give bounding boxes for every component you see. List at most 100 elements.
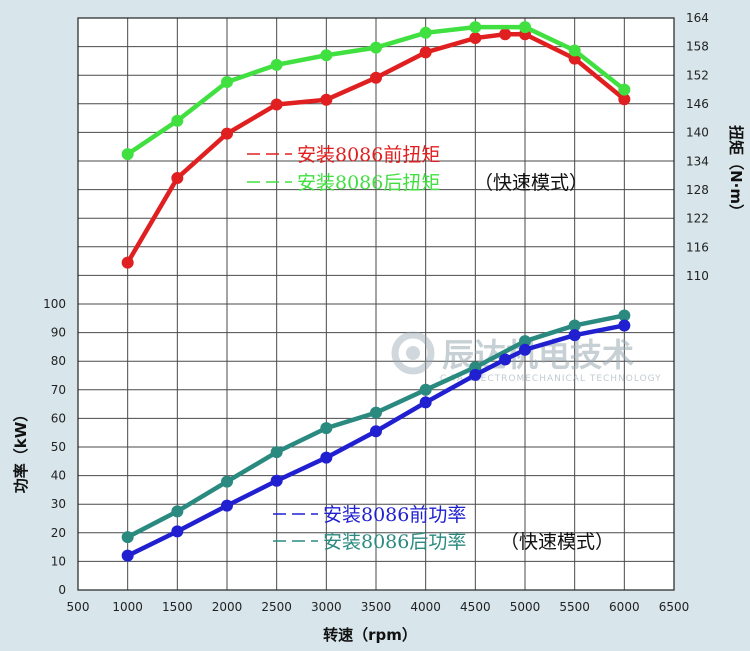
torque-tick-label: 134 — [686, 154, 709, 168]
x-tick-label: 1500 — [162, 600, 193, 614]
power-tick-label: 40 — [51, 469, 66, 483]
plot-border — [77, 17, 675, 591]
data-point-torque-before — [221, 127, 233, 140]
data-point-power-before — [519, 343, 531, 356]
data-point-power-after — [519, 335, 531, 348]
power-tick-label: 20 — [51, 526, 66, 540]
data-point-torque-after — [270, 58, 283, 71]
x-tick-label: 2000 — [212, 600, 243, 614]
x-tick-label: 4000 — [410, 600, 441, 614]
data-point-torque-before — [320, 93, 333, 106]
data-point-power-after — [568, 319, 581, 332]
data-point-torque-before — [618, 93, 631, 106]
power-tick-label: 80 — [51, 354, 66, 368]
data-point-power-before — [221, 499, 233, 512]
data-point-torque-after — [469, 21, 482, 34]
x-axis-label: 转速（rpm） — [323, 626, 417, 644]
series-line-torque-before — [125, 31, 626, 264]
x-tick-label: 3500 — [361, 600, 392, 614]
torque-tick-label: 164 — [686, 11, 709, 25]
torque-tick-label: 110 — [686, 269, 709, 283]
data-point-power-after — [320, 422, 333, 435]
data-point-power-after — [270, 446, 283, 459]
data-point-torque-before — [370, 71, 382, 84]
power-tick-label: 50 — [51, 440, 66, 454]
data-point-torque-after — [419, 26, 432, 39]
torque-tick-label: 128 — [686, 183, 709, 197]
data-point-power-after — [419, 383, 432, 396]
power-legend: 安装8086前功率 安装8086后功率 （快速模式） — [273, 504, 614, 553]
power-axis-label: 功率（kW） — [12, 407, 30, 494]
grid-lines — [77, 17, 675, 591]
watermark-subtitle: C TA ELECTROMECHANICAL TECHNOLOGY — [440, 374, 662, 384]
legend-note-torque-after: （快速模式） — [474, 172, 588, 194]
data-point-power-before — [270, 474, 283, 487]
series-line-power-before — [126, 323, 625, 558]
torque-tick-label: 140 — [686, 126, 709, 140]
x-tick-label: 5000 — [510, 600, 541, 614]
data-point-power-after — [370, 406, 382, 419]
data-point-torque-before — [499, 28, 512, 41]
power-tick-label: 10 — [51, 554, 66, 568]
power-tick-label: 70 — [51, 383, 66, 397]
torque-tick-label: 116 — [686, 240, 709, 254]
torque-tick-label: 152 — [686, 68, 709, 82]
x-tick-label: 1000 — [112, 600, 143, 614]
torque-tick-label: 158 — [686, 40, 709, 54]
legend-label-power-after: 安装8086后功率 — [323, 531, 466, 553]
x-tick-label: 6500 — [659, 600, 690, 614]
watermark-gear-icon — [391, 331, 435, 375]
x-tick-label: 4500 — [460, 600, 491, 614]
data-point-torque-after — [121, 148, 134, 161]
series-layer — [121, 21, 631, 562]
data-point-torque-before — [270, 98, 283, 111]
data-point-power-before — [568, 329, 581, 342]
legend-note-power-after: （快速模式） — [500, 531, 614, 553]
torque-axis-label: 扭矩（N·m） — [727, 125, 745, 219]
x-tick-label: 6000 — [609, 600, 640, 614]
series-power-before — [121, 319, 631, 562]
legend-label-torque-after: 安装8086后扭矩 — [297, 172, 440, 194]
tick-labels: 500 1000 1500 2000 2500 3000 3500 4000 4500 5000 5… — [43, 11, 709, 614]
torque-legend: 安装8086前扭矩 安装8086后扭矩 （快速模式） — [247, 144, 588, 194]
data-point-power-after — [221, 475, 233, 488]
data-point-torque-before — [121, 256, 134, 269]
legend-label-power-before: 安装8086前功率 — [323, 504, 466, 526]
series-torque-after — [121, 21, 631, 161]
data-point-torque-before — [419, 46, 432, 59]
power-tick-label: 90 — [51, 326, 66, 340]
data-point-power-before — [469, 368, 482, 381]
data-point-torque-after — [171, 114, 184, 127]
data-point-power-before — [121, 549, 134, 562]
data-point-power-before — [320, 451, 333, 464]
x-tick-label: 3000 — [311, 600, 342, 614]
data-point-power-after — [171, 505, 184, 518]
power-tick-label: 30 — [51, 497, 66, 511]
torque-tick-label: 146 — [686, 97, 709, 111]
data-point-torque-after — [221, 76, 233, 89]
x-tick-label: 500 — [67, 600, 90, 614]
data-point-power-after — [121, 531, 134, 544]
data-point-power-before — [419, 396, 432, 409]
data-point-torque-after — [618, 83, 631, 96]
power-tick-label: 0 — [58, 583, 66, 597]
data-point-power-before — [171, 525, 184, 538]
x-tick-label: 5500 — [559, 600, 590, 614]
data-point-power-before — [618, 319, 631, 332]
data-point-torque-after — [370, 41, 382, 54]
data-point-power-before — [370, 425, 382, 438]
data-point-torque-after — [568, 44, 581, 57]
data-point-power-after — [618, 309, 631, 322]
data-point-power-before — [499, 353, 512, 366]
torque-tick-label: 122 — [686, 212, 709, 226]
power-tick-label: 100 — [43, 297, 66, 311]
data-point-torque-after — [519, 21, 531, 34]
data-point-torque-before — [171, 172, 184, 185]
series-power-after — [121, 309, 631, 544]
legend-label-torque-before: 安装8086前扭矩 — [297, 144, 440, 166]
data-point-torque-before — [469, 32, 482, 45]
x-tick-label: 2500 — [261, 600, 292, 614]
power-tick-label: 60 — [51, 411, 66, 425]
data-point-torque-after — [320, 49, 333, 62]
